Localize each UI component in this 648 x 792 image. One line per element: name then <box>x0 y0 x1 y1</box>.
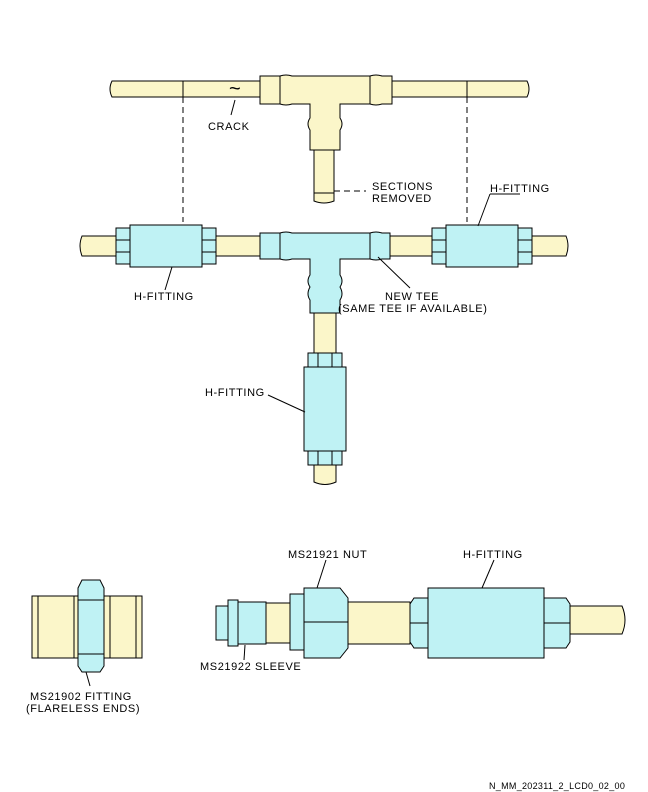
crack-symbol: ~ <box>229 78 241 100</box>
original-tee-stub <box>313 149 335 204</box>
nut-sleeve-assembly: MS21921 NUT H-FITTING MS21922 SLEEVE <box>200 549 626 673</box>
h-fitting-label-right: H-FITTING <box>490 183 550 195</box>
original-tee-body <box>259 74 393 151</box>
new-tee-body <box>259 231 391 314</box>
sections-removed-label-1: SECTIONS <box>372 181 433 193</box>
middle-left-tube <box>79 235 119 257</box>
ms21922-sleeve-label: MS21922 SLEEVE <box>200 661 301 673</box>
new-tee-label-1: NEW TEE <box>385 291 439 303</box>
ms21902-label-2: (FLARELESS ENDS) <box>26 703 140 715</box>
h-fitting-bottom <box>409 587 571 659</box>
ms21921-nut-shoulder <box>289 593 305 651</box>
h-fitting-label-bottom: H-FITTING <box>463 549 523 561</box>
h-fitting-label-vertical: H-FITTING <box>205 387 265 399</box>
middle-right-tube <box>529 235 569 257</box>
ms21902-hex-nut <box>77 579 105 673</box>
h-fitting-left <box>115 224 217 268</box>
middle-tube-right-inner <box>387 235 435 257</box>
repaired-tee-assembly: H-FITTING H-FITTING NEW TEE (SAME TEE IF… <box>79 183 569 485</box>
ms21922-sleeve <box>215 605 229 641</box>
middle-tube-left-inner <box>215 235 263 257</box>
new-tee-label-2: (SAME TEE IF AVAILABLE) <box>338 303 488 315</box>
ms21902-fitting: MS21902 FITTING (FLARELESS ENDS) <box>26 579 143 715</box>
crack-label: CRACK <box>208 121 250 133</box>
h-fitting-vertical <box>303 352 347 466</box>
ms21921-nut <box>303 587 349 659</box>
h-fitting-right <box>431 224 533 268</box>
middle-bottom-tube <box>313 464 337 485</box>
ms21902-label-1: MS21902 FITTING <box>30 691 132 703</box>
drawing-id: N_MM_202311_2_LCD0_02_00 <box>489 781 625 791</box>
h-fitting-label-left: H-FITTING <box>134 291 194 303</box>
middle-vertical-tube <box>313 312 337 356</box>
sections-removed-label-2: REMOVED <box>372 193 432 205</box>
ms21921-nut-label: MS21921 NUT <box>288 549 367 561</box>
bottom-right-tube <box>569 605 626 635</box>
original-tee-assembly: ~ CRACK SECTIONS REMOVED <box>109 74 530 205</box>
